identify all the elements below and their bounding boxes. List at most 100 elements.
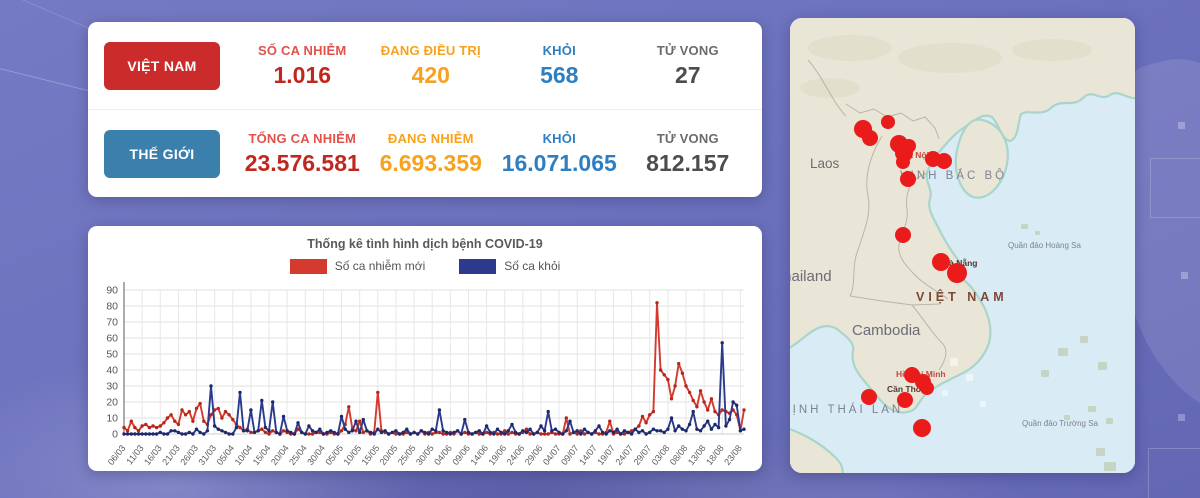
metric-deaths: TỬ VONG 812.157 <box>624 131 753 177</box>
metric-value: 812.157 <box>646 149 730 176</box>
outbreak-marker[interactable] <box>900 171 916 187</box>
svg-text:04/06: 04/06 <box>432 443 454 467</box>
outbreak-marker[interactable] <box>920 381 934 395</box>
svg-text:90: 90 <box>106 285 118 297</box>
metric-label: KHỎI <box>542 130 576 146</box>
svg-text:08/08: 08/08 <box>668 443 690 467</box>
vietnam-region-button[interactable]: VIỆT NAM <box>104 41 220 90</box>
outbreak-marker[interactable] <box>895 227 911 243</box>
svg-text:23/08: 23/08 <box>722 443 744 467</box>
vietnam-outbreak-map[interactable]: Laos Hà Nội VỊNH BẮC BỘ Quần đảo Hoàng Sa Th… <box>790 18 1135 473</box>
metric-label: TỔNG CA NHIỄM <box>248 130 357 146</box>
outbreak-marker[interactable] <box>881 115 895 129</box>
covid-trend-chart-panel: Thống kê tình hình dịch bệnh COVID-19 Số… <box>88 226 762 471</box>
legend-item-recovered[interactable]: Số ca khỏi <box>459 258 561 274</box>
outbreak-marker[interactable] <box>932 253 950 271</box>
svg-text:25/04: 25/04 <box>287 443 309 467</box>
svg-text:10/05: 10/05 <box>341 443 363 467</box>
bg-dot <box>1178 122 1185 129</box>
metric-label: TỬ VONG <box>656 42 719 58</box>
svg-text:29/06: 29/06 <box>523 443 545 467</box>
outbreak-marker[interactable] <box>947 263 967 283</box>
metric-active: ĐANG NHIỄM 6.693.359 <box>367 131 496 177</box>
svg-text:24/07: 24/07 <box>613 443 635 467</box>
svg-text:15/05: 15/05 <box>360 443 382 467</box>
metric-value: 16.071.065 <box>501 149 617 176</box>
map-label: Quần đảo Hoàng Sa <box>1008 241 1081 250</box>
svg-text:14/06: 14/06 <box>468 443 490 467</box>
world-region-button[interactable]: THẾ GIỚI <box>104 129 220 178</box>
legend-item-new-cases[interactable]: Số ca nhiễm mới <box>289 258 426 274</box>
metric-label: TỬ VONG <box>656 130 719 146</box>
metric-label: KHỎI <box>542 42 576 58</box>
bg-square-outline <box>1148 448 1200 498</box>
svg-text:19/07: 19/07 <box>595 443 617 467</box>
svg-text:16/03: 16/03 <box>142 443 164 467</box>
map-label: Hà Nội <box>902 150 929 160</box>
svg-text:30/04: 30/04 <box>305 443 327 467</box>
svg-text:80: 80 <box>106 301 118 313</box>
chart-title: Thống kê tình hình dịch bệnh COVID-19 <box>307 237 543 251</box>
map-label: Hồ Chí Minh <box>896 369 946 379</box>
chart-legend: Số ca nhiễm mới Số ca khỏi <box>88 258 762 274</box>
svg-text:18/08: 18/08 <box>704 443 726 467</box>
outbreak-marker[interactable] <box>897 392 913 408</box>
metric-value: 27 <box>674 61 701 88</box>
vietnam-stats-row: VIỆT NAM SỐ CA NHIỄM 1.016 ĐANG ĐIỀU TRỊ… <box>88 22 762 110</box>
svg-text:03/08: 03/08 <box>650 443 672 467</box>
outbreak-marker[interactable] <box>861 389 877 405</box>
svg-text:19/06: 19/06 <box>487 443 509 467</box>
svg-text:06/03: 06/03 <box>106 443 128 467</box>
svg-text:09/07: 09/07 <box>559 443 581 467</box>
svg-text:29/07: 29/07 <box>632 443 654 467</box>
map-label: Cần Thơ <box>887 384 923 394</box>
metric-label: ĐANG ĐIỀU TRỊ <box>380 42 481 58</box>
outbreak-marker[interactable] <box>936 153 952 169</box>
svg-text:30/05: 30/05 <box>414 443 436 467</box>
metric-recovered: KHỎI 16.071.065 <box>495 131 624 177</box>
map-canvas[interactable]: Laos Hà Nội VỊNH BẮC BỘ Quần đảo Hoàng Sa Th… <box>790 18 1135 473</box>
metric-label: SỐ CA NHIỄM <box>258 42 347 58</box>
svg-text:05/04: 05/04 <box>215 443 237 467</box>
metric-value: 420 <box>411 61 450 88</box>
svg-text:20: 20 <box>106 397 118 409</box>
svg-text:31/03: 31/03 <box>196 443 218 467</box>
outbreak-marker[interactable] <box>896 155 910 169</box>
metric-value: 6.693.359 <box>379 149 482 176</box>
legend-swatch-red <box>289 258 327 274</box>
svg-text:24/06: 24/06 <box>505 443 527 467</box>
map-label: VIỆT NAM <box>916 289 1008 304</box>
map-label: VỊNH THÁI LAN <box>790 403 903 416</box>
bg-dot <box>1178 414 1185 421</box>
bg-square-outline <box>1150 158 1200 218</box>
metric-active: ĐANG ĐIỀU TRỊ 420 <box>367 43 496 89</box>
metric-value: 568 <box>540 61 579 88</box>
svg-text:11/03: 11/03 <box>124 443 145 466</box>
svg-text:70: 70 <box>106 317 118 329</box>
map-label: Thailand <box>790 268 832 285</box>
svg-text:20/05: 20/05 <box>378 443 400 467</box>
metric-cases: SỐ CA NHIỄM 1.016 <box>238 43 367 89</box>
map-label: Laos <box>810 156 840 171</box>
outbreak-marker[interactable] <box>913 419 931 437</box>
svg-text:04/07: 04/07 <box>541 443 563 467</box>
metric-value: 23.576.581 <box>244 149 360 176</box>
svg-text:40: 40 <box>106 365 118 377</box>
outbreak-marker[interactable] <box>862 130 878 146</box>
svg-text:20/04: 20/04 <box>269 443 291 467</box>
svg-text:26/03: 26/03 <box>178 443 200 467</box>
map-label: Quần đảo Trường Sa <box>1022 419 1099 428</box>
legend-label: Số ca nhiễm mới <box>334 259 426 273</box>
metric-value: 1.016 <box>273 61 332 88</box>
svg-text:13/08: 13/08 <box>686 443 708 467</box>
legend-label: Số ca khỏi <box>504 259 561 273</box>
metric-cases: TỔNG CA NHIỄM 23.576.581 <box>238 131 367 177</box>
svg-text:15/04: 15/04 <box>251 443 273 467</box>
metric-recovered: KHỎI 568 <box>495 43 624 89</box>
legend-swatch-navy <box>459 258 497 274</box>
outbreak-marker[interactable] <box>902 139 916 153</box>
map-label: Đà Nẵng <box>943 257 977 268</box>
metric-label: ĐANG NHIỄM <box>387 130 474 146</box>
svg-text:50: 50 <box>106 349 118 361</box>
